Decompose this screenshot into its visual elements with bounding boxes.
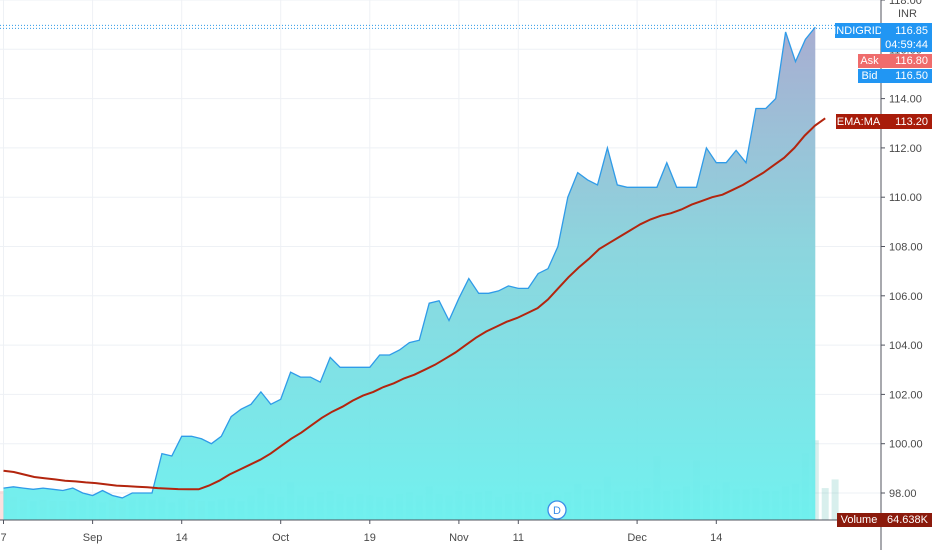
- symbol-tag-text: INDIGRID: [833, 25, 883, 37]
- time-tick-label: 14: [710, 532, 722, 544]
- ema-path: [3, 117, 826, 491]
- volume-bar: [821, 488, 829, 520]
- price-line: [3, 26, 816, 499]
- bid-tag-text: 116.50: [895, 70, 928, 82]
- time-tick-label: 19: [364, 532, 376, 544]
- ask-tag-text: 116.80: [895, 55, 928, 67]
- countdown-tag-text: 04:59:44: [885, 39, 928, 51]
- price-tick-label: 106.00: [889, 291, 923, 303]
- currency-label: INR: [898, 8, 917, 20]
- bid-label-tag-text: Bid: [862, 70, 878, 82]
- bid-label-tag-bg: [858, 69, 881, 83]
- volume-value-tag-text: 64.638K: [887, 514, 929, 526]
- dividend-marker-label: D: [553, 505, 561, 517]
- price-tick-label: 112.00: [889, 143, 922, 155]
- ask-label-tag-text: Ask: [860, 55, 879, 67]
- price-tick-label: 102.00: [889, 389, 923, 401]
- price-tick-label: 98.00: [889, 488, 917, 500]
- time-tick-label: Dec: [627, 532, 647, 544]
- last-price-tag-text: 116.85: [895, 25, 928, 37]
- price-tick-label: 118.00: [889, 0, 922, 7]
- ema-value-tag-bg: [881, 114, 932, 129]
- ema-line: [3, 117, 826, 491]
- price-tick-label: 104.00: [889, 340, 923, 352]
- volume-value-tag-bg: [881, 513, 932, 527]
- dividend-marker[interactable]: [547, 500, 567, 520]
- time-tick-label: 11: [513, 532, 524, 544]
- time-tick-label: 7: [0, 532, 6, 544]
- volume-label-tag-text: Volume: [841, 514, 878, 526]
- price-tags: INDIGRID 116.85 04:59:44 Ask 116.80 Bid 116.50…: [833, 23, 932, 527]
- ask-tag-bg: [881, 54, 932, 68]
- volume-label-tag-bg: [837, 513, 881, 527]
- price-axis[interactable]: 98.00 100.00 102.00 104.00 106.00 108.00 110.0…: [880, 0, 932, 550]
- price-axis-bg: [881, 0, 932, 550]
- time-tick-label: 14: [176, 532, 188, 544]
- ema-value-tag-text: 113.20: [895, 116, 928, 128]
- time-tick-label: Nov: [449, 532, 469, 544]
- last-price-line: [0, 24, 881, 29]
- ema-label-tag-bg: [836, 114, 881, 129]
- time-axis[interactable]: 7 Sep 14 Oct 19 Nov 11 Dec 14 D: [0, 500, 881, 544]
- symbol-tag-bg: [835, 23, 881, 38]
- volume-bar: [831, 479, 839, 520]
- time-tick-label: Oct: [272, 532, 289, 544]
- ask-label-tag-bg: [858, 54, 881, 68]
- price-area: [3, 26, 816, 520]
- price-tick-label: 110.00: [889, 192, 922, 204]
- last-price-tag-bg: [881, 23, 932, 38]
- price-tick-label: 108.00: [889, 242, 923, 254]
- ema-label-tag-text: EMA:MA: [837, 116, 881, 128]
- time-tick-label: Sep: [83, 532, 103, 544]
- price-area-fill: [3, 27, 816, 520]
- price-tick-label: 100.00: [889, 439, 923, 451]
- bid-tag-bg: [881, 69, 932, 83]
- price-tick-label: 114.00: [889, 94, 922, 106]
- countdown-tag-bg: [881, 38, 932, 52]
